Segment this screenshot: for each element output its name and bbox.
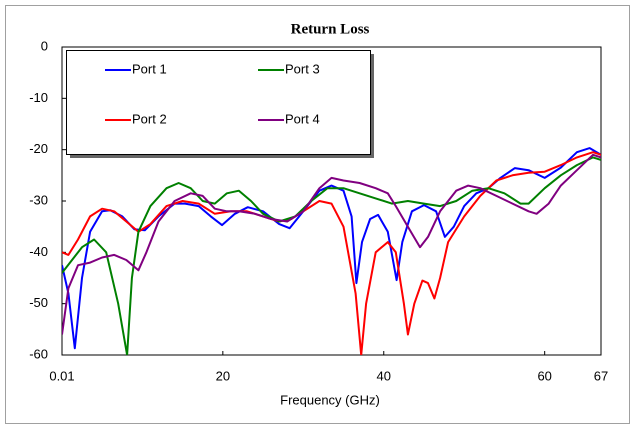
y-tick-label: 0	[41, 38, 48, 53]
x-axis-label: Frequency (GHz)	[280, 392, 380, 407]
y-tick-label: -40	[29, 244, 48, 259]
series-line	[62, 153, 601, 335]
y-tick-label: -10	[29, 90, 48, 105]
x-tick-label: 0.01	[49, 368, 74, 383]
y-tick-label: -60	[29, 346, 48, 361]
x-tick-label: 60	[537, 368, 551, 383]
x-tick-label: 20	[216, 368, 230, 383]
legend-label: Port 1	[132, 61, 167, 76]
x-tick-label: 40	[377, 368, 391, 383]
legend-label: Port 3	[285, 61, 320, 76]
x-tick-label: 67	[594, 368, 608, 383]
chart-title: Return Loss	[291, 21, 370, 37]
legend	[66, 50, 371, 155]
y-tick-label: -50	[29, 295, 48, 310]
legend-label: Port 4	[285, 111, 320, 126]
y-tick-label: -30	[29, 192, 48, 207]
legend-label: Port 2	[132, 111, 167, 126]
y-tick-label: -20	[29, 141, 48, 156]
